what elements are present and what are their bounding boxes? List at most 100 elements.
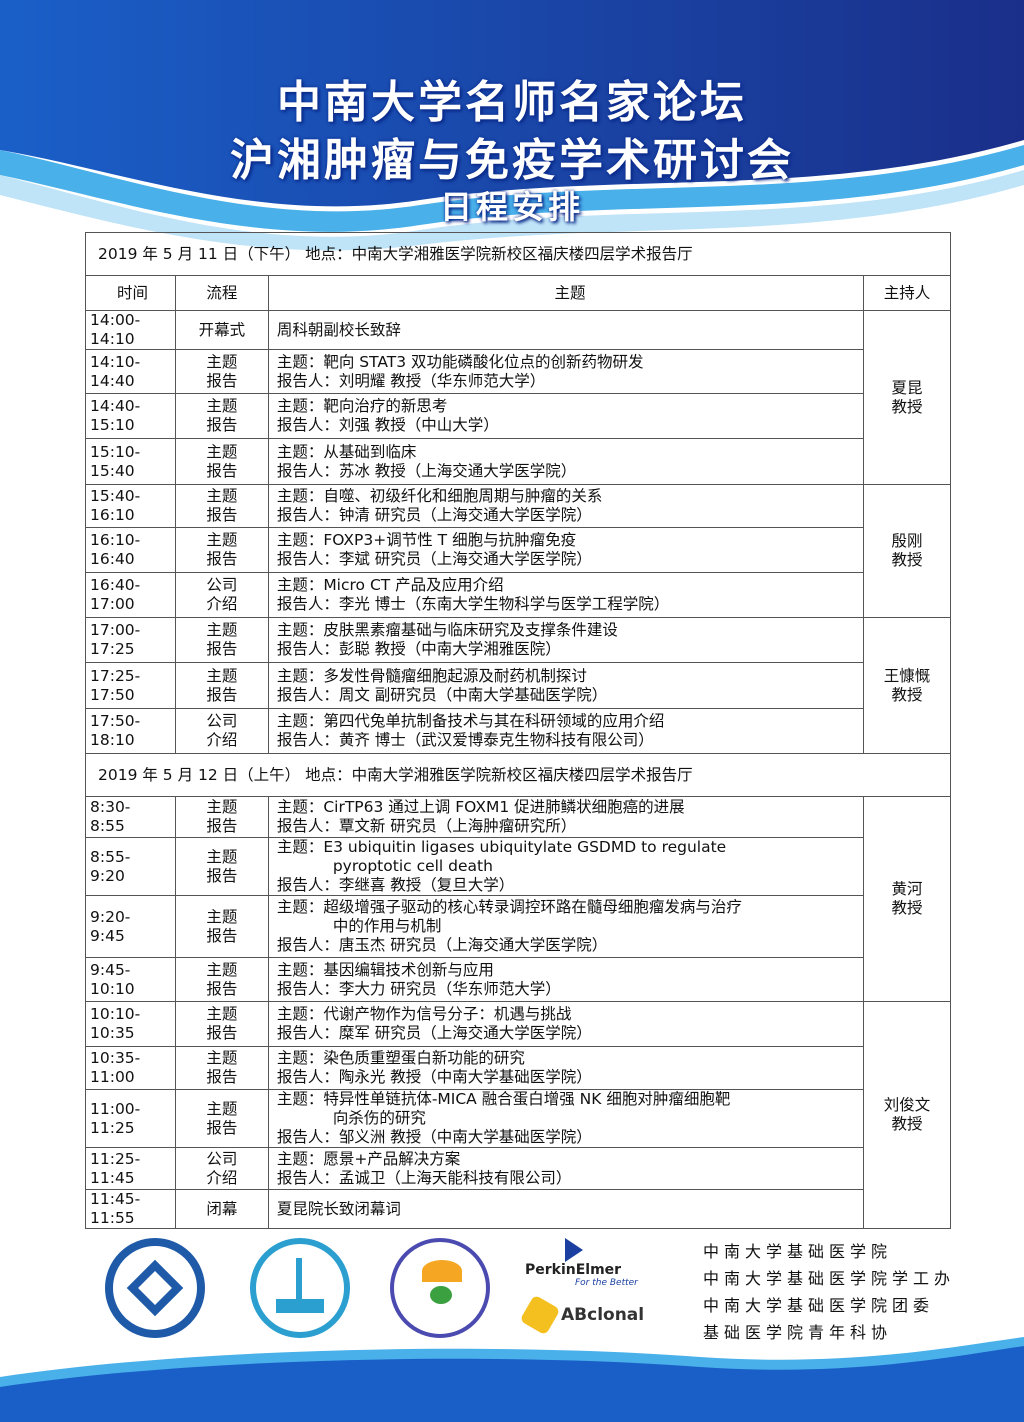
flow-cell: 公司 介绍: [174, 572, 269, 618]
host-cell: 王慷慨 教授: [863, 617, 951, 754]
flow-text: 公司: [206, 712, 238, 730]
topic-cell: 主题：E3 ubiquitin ligases ubiquitylate GSD…: [267, 837, 865, 896]
flow-text: 主题: [206, 442, 238, 461]
perkinelmer-logo: PerkinElmer For the Better: [525, 1238, 655, 1288]
time-end: 11:55: [90, 1209, 135, 1227]
time-start: 16:10-: [90, 531, 141, 549]
flow-cell: 主题 报告: [174, 662, 269, 709]
csu-logo: [105, 1238, 205, 1338]
time-end: 17:25: [90, 640, 135, 658]
flow-text: 报告: [206, 550, 238, 568]
topic-line: 夏昆院长致闭幕词: [276, 1199, 401, 1218]
schedule-row: 8:55- 9:20 主题 报告 主题：E3 ubiquitin ligases ubi…: [85, 837, 951, 896]
time-cell: 9:45- 10:10: [85, 957, 176, 1002]
topic-line: 向杀伤的研究: [332, 1109, 426, 1127]
time-cell: 17:00- 17:25: [85, 617, 176, 663]
schedule-row: 14:40- 15:10 主题 报告 主题：靶向治疗的新思考 报告人：刘强 教授（中山大学…: [85, 393, 951, 439]
host-name: 王慷慨: [883, 666, 931, 685]
time-start: 8:30-: [90, 798, 131, 816]
topic-cell: 主题：皮肤黑素瘤基础与临床研究及支撑条件建设 报告人：彭聪 教授（中南大学湘雅医院…: [267, 617, 865, 663]
flow-cell: 主题 报告: [174, 349, 269, 394]
flow-text: 主题: [206, 907, 238, 926]
topic-line: 主题：E3 ubiquitin ligases ubiquitylate GSD…: [276, 838, 727, 856]
date-location-row: 2019 年 5 月 11 日（下午） 地点：中南大学湘雅医学院新校区福庆楼四层…: [85, 232, 951, 276]
topic-cell: 主题：超级增强子驱动的核心转录调控环路在髓母细胞瘤发病与治疗 中的作用与机制 报告人…: [267, 895, 865, 958]
flow-cell: 主题 报告: [174, 1089, 269, 1148]
flow-text: 主题: [206, 352, 238, 371]
schedule-row: 10:10- 10:35 主题 报告 主题：代谢产物作为信号分子：机遇与挑战 报告人：糜军…: [85, 1001, 951, 1229]
host-cell: 夏昆 教授: [863, 310, 951, 485]
footer-wave-background: [0, 1337, 1024, 1422]
topic-line: 主题：第四代兔单抗制备技术与其在科研领域的应用介绍: [276, 712, 665, 730]
flow-text: 介绍: [206, 731, 238, 749]
speaker-line: 报告人：唐玉杰 研究员（上海交通大学医学院）: [276, 936, 608, 954]
time-end: 9:45: [90, 926, 125, 945]
title-line-2: 沪湘肿瘤与免疫学术研讨会: [230, 135, 794, 186]
topic-line: pyroptotic cell death: [332, 857, 493, 875]
flow-text: 报告: [206, 1118, 238, 1137]
speaker-line: 报告人：苏冰 教授（上海交通大学医学院）: [276, 461, 577, 480]
host-name: 教授: [891, 397, 923, 416]
schedule-row: 15:40- 16:10 主题 报告 主题：自噬、初级纤化和细胞周期与肿瘤的关系 报告人：…: [85, 484, 951, 618]
schedule-row: 17:25- 17:50 主题 报告 主题：多发性骨髓瘤细胞起源及耐药机制探讨 报告人：周…: [85, 662, 951, 709]
time-end: 15:10: [90, 416, 135, 434]
header-row: 时间 流程 主题 主持人: [85, 275, 951, 311]
topic-line: 主题：超级增强子驱动的核心转录调控环路在髓母细胞瘤发病与治疗: [276, 898, 742, 916]
topic-line: 主题：自噬、初级纤化和细胞周期与肿瘤的关系: [276, 487, 603, 505]
time-cell: 14:10- 14:40: [85, 349, 176, 394]
topic-cell: 周科朝副校长致辞: [267, 310, 865, 350]
association-logo: [390, 1238, 490, 1338]
organizer: 中南大学基础医学院团委: [703, 1296, 935, 1315]
host-name: 教授: [891, 1115, 923, 1133]
time-end: 11:00: [90, 1068, 135, 1086]
time-start: 9:20-: [90, 907, 131, 926]
time-cell: 16:10- 16:40: [85, 527, 176, 573]
speaker-line: 报告人：刘明耀 教授（华东师范大学）: [276, 371, 546, 390]
topic-cell: 主题：CirTP63 通过上调 FOXM1 促进肺鳞状细胞癌的进展 报告人：覃文新…: [267, 796, 865, 838]
flow-cell: 主题 报告: [174, 1046, 269, 1090]
host-name: 刘俊文: [883, 1096, 931, 1114]
time-cell: 10:10- 10:35: [85, 1001, 176, 1047]
flow-text: 报告: [206, 416, 238, 434]
speaker-line: 报告人：孟诚卫（上海天能科技有限公司）: [276, 1168, 572, 1187]
header-time: 时间: [85, 275, 176, 311]
time-start: 11:00-: [90, 1099, 141, 1118]
schedule-row: 10:35- 11:00 主题 报告 主题：染色质重塑蛋白新功能的研究 报告人：陶永光 教…: [85, 1046, 951, 1090]
topic-cell: 夏昆院长致闭幕词: [267, 1189, 865, 1229]
topic-cell: 主题：FOXP3+调节性 T 细胞与抗肿瘤免疫 报告人：李斌 研究员（上海交通大学…: [267, 527, 865, 573]
flow-text: 主题: [206, 666, 238, 685]
time-cell: 10:35- 11:00: [85, 1046, 176, 1090]
schedule-row: 14:00- 14:10 开幕式 周科朝副校长致辞 夏昆 教授: [85, 310, 951, 485]
flow-cell: 开幕式: [174, 310, 269, 350]
header-host: 主持人: [863, 275, 951, 311]
header-flow: 流程: [174, 275, 269, 311]
time-end: 11:25: [90, 1118, 135, 1137]
topic-cell: 主题：从基础到临床 报告人：苏冰 教授（上海交通大学医学院）: [267, 438, 865, 485]
speaker-line: 报告人：黄齐 博士（武汉爱博泰克生物科技有限公司）: [276, 731, 654, 749]
logo-row: PerkinElmer For the Better ABclonal: [105, 1238, 665, 1338]
time-start: 17:00-: [90, 621, 141, 639]
flow-cell: 主题 报告: [174, 438, 269, 485]
title-line-1: 中南大学名师名家论坛: [277, 77, 747, 128]
time-start: 15:10-: [90, 442, 141, 461]
flow-text: 公司: [206, 576, 238, 594]
organizer: 中南大学基础医学院学工办: [703, 1269, 956, 1288]
time-start: 14:10-: [90, 352, 141, 371]
time-start: 14:00-: [90, 311, 141, 329]
flow-text: 报告: [206, 1068, 238, 1086]
schedule-row: 17:50- 18:10 公司 介绍 主题：第四代兔单抗制备技术与其在科研领域的应用介绍…: [85, 708, 951, 754]
time-cell: 14:40- 15:10: [85, 393, 176, 439]
date-location: 2019 年 5 月 12 日（上午） 地点：中南大学湘雅医学院新校区福庆楼四层…: [85, 753, 951, 797]
flow-cell: 主题 报告: [174, 617, 269, 663]
topic-line: 主题：靶向治疗的新思考: [276, 397, 448, 415]
schedule-row: 9:45- 10:10 主题 报告 主题：基因编辑技术创新与应用 报告人：李大力 研究员（…: [85, 957, 951, 1002]
flow-text: 报告: [206, 926, 238, 945]
title-line-3: 日程安排: [439, 188, 584, 226]
speaker-line: 报告人：钟清 研究员（上海交通大学医学院）: [276, 506, 592, 524]
topic-cell: 主题：多发性骨髓瘤细胞起源及耐药机制探讨 报告人：周文 副研究员（中南大学基础医学…: [267, 662, 865, 709]
flow-text: 主题: [206, 1049, 238, 1067]
topic-cell: 主题：靶向治疗的新思考 报告人：刘强 教授（中山大学）: [267, 393, 865, 439]
topic-cell: 主题：代谢产物作为信号分子：机遇与挑战 报告人：糜军 研究员（上海交通大学医学院）: [267, 1001, 865, 1047]
flow-text: 报告: [206, 640, 238, 658]
organizer: 基础医学院青年科协: [703, 1323, 893, 1342]
